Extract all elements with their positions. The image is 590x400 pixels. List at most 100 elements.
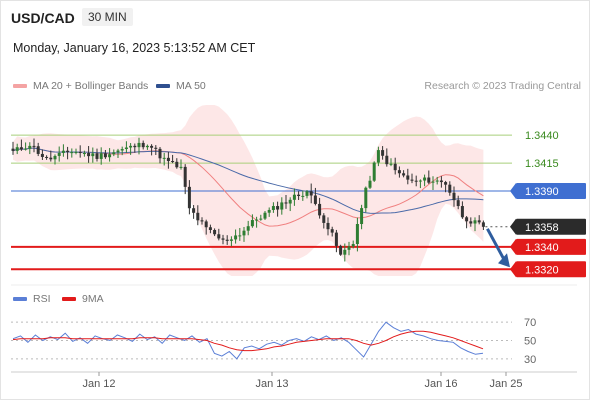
rsi-tick-label: 30 bbox=[524, 354, 536, 366]
candle-body bbox=[150, 145, 154, 148]
x-tick-label: Jan 13 bbox=[255, 378, 288, 390]
candle-body bbox=[221, 238, 225, 240]
legend-9ma: 9MA bbox=[62, 293, 104, 305]
level-label-2: 1.3390 bbox=[525, 186, 559, 198]
level-label-0: 1.3440 bbox=[525, 130, 559, 142]
candle-body bbox=[229, 239, 233, 241]
x-tick-label: Jan 16 bbox=[424, 378, 457, 390]
candles-group bbox=[11, 137, 485, 262]
candle-body bbox=[137, 142, 141, 148]
candle-body bbox=[263, 212, 267, 219]
candle-body bbox=[309, 191, 313, 196]
candle-body bbox=[162, 157, 166, 159]
ma20-label: MA 20 + Bollinger Bands bbox=[33, 80, 149, 92]
candle-body bbox=[406, 175, 410, 180]
rsi-9ma-line bbox=[12, 330, 484, 352]
candle-body bbox=[385, 155, 389, 165]
candle-body bbox=[292, 194, 296, 200]
candle-body bbox=[171, 161, 175, 163]
candle-body bbox=[473, 220, 477, 224]
candle-body bbox=[389, 163, 393, 165]
candle-body bbox=[276, 206, 280, 210]
candle-body bbox=[481, 222, 485, 227]
candle-body bbox=[217, 234, 221, 239]
candle-body bbox=[82, 153, 86, 155]
projection-arrow-shaft bbox=[486, 228, 507, 263]
candle-body bbox=[427, 177, 431, 183]
rsi-tick-label: 50 bbox=[524, 336, 536, 348]
interval-button[interactable]: 30 MIN bbox=[82, 8, 133, 26]
candle-body bbox=[288, 199, 292, 204]
rsi-label: RSI bbox=[33, 293, 51, 305]
candle-body bbox=[87, 153, 91, 157]
candle-body bbox=[61, 150, 65, 153]
candle-body bbox=[204, 221, 208, 228]
ma9-swatch bbox=[62, 297, 76, 301]
candle-body bbox=[423, 177, 427, 181]
candle-body bbox=[74, 152, 78, 154]
candle-body bbox=[196, 212, 200, 221]
candle-body bbox=[381, 150, 385, 156]
candle-body bbox=[133, 145, 137, 148]
candle-body bbox=[187, 186, 191, 209]
chart-datetime: Monday, January 16, 2023 5:13:52 AM CET bbox=[13, 41, 256, 55]
candle-body bbox=[225, 239, 229, 241]
candle-body bbox=[120, 149, 124, 151]
rsi-panel: 30 50 70 bbox=[11, 317, 536, 366]
candle-body bbox=[322, 215, 326, 223]
candle-body bbox=[330, 229, 334, 233]
candle-body bbox=[103, 153, 107, 158]
candle-body bbox=[326, 222, 330, 230]
candle-body bbox=[40, 153, 44, 157]
candle-body bbox=[32, 145, 36, 147]
candle-body bbox=[45, 156, 49, 158]
candle-body bbox=[347, 246, 351, 250]
level-tag-pointer-5 bbox=[510, 261, 516, 278]
level-label-1: 1.3415 bbox=[525, 158, 559, 170]
ma50-label: MA 50 bbox=[176, 80, 206, 92]
level-tag-pointer-4 bbox=[510, 238, 516, 255]
candle-body bbox=[154, 147, 158, 149]
legend-ma50: MA 50 bbox=[156, 80, 206, 92]
candle-body bbox=[112, 152, 116, 155]
candle-body bbox=[141, 142, 145, 148]
candle-body bbox=[410, 179, 414, 181]
candle-body bbox=[238, 235, 242, 237]
research-credit: Research © 2023 Trading Central bbox=[424, 80, 581, 92]
candle-body bbox=[393, 163, 397, 171]
candle-body bbox=[318, 203, 322, 216]
candle-body bbox=[124, 147, 128, 150]
candle-body bbox=[414, 180, 418, 182]
candle-body bbox=[448, 184, 452, 193]
candle-body bbox=[53, 155, 57, 160]
candle-body bbox=[477, 220, 481, 223]
candle-body bbox=[339, 245, 343, 255]
candle-body bbox=[368, 180, 372, 188]
ma50-swatch bbox=[156, 84, 170, 88]
symbol-title: USD/CAD bbox=[11, 10, 75, 26]
candle-body bbox=[145, 145, 149, 148]
level-tag-pointer-2 bbox=[510, 183, 516, 200]
candle-body bbox=[250, 220, 254, 227]
candle-body bbox=[66, 150, 70, 153]
candle-body bbox=[15, 147, 19, 151]
candle-body bbox=[70, 152, 74, 154]
x-tick-label: Jan 25 bbox=[489, 378, 522, 390]
candle-body bbox=[234, 235, 238, 240]
rsi-tick-label: 70 bbox=[524, 317, 536, 329]
candle-body bbox=[376, 150, 380, 163]
level-label-5: 1.3320 bbox=[525, 264, 559, 276]
rsi-line bbox=[12, 321, 484, 360]
level-tag-bg-5 bbox=[516, 261, 586, 278]
candle-body bbox=[49, 157, 53, 160]
candle-body bbox=[355, 224, 359, 245]
candle-body bbox=[192, 208, 196, 213]
candle-body bbox=[301, 195, 305, 197]
candle-body bbox=[242, 230, 246, 236]
candle-body bbox=[469, 221, 473, 224]
candle-body bbox=[267, 209, 271, 213]
candle-body bbox=[95, 153, 99, 159]
candle-body bbox=[175, 161, 179, 168]
candle-body bbox=[334, 232, 338, 246]
